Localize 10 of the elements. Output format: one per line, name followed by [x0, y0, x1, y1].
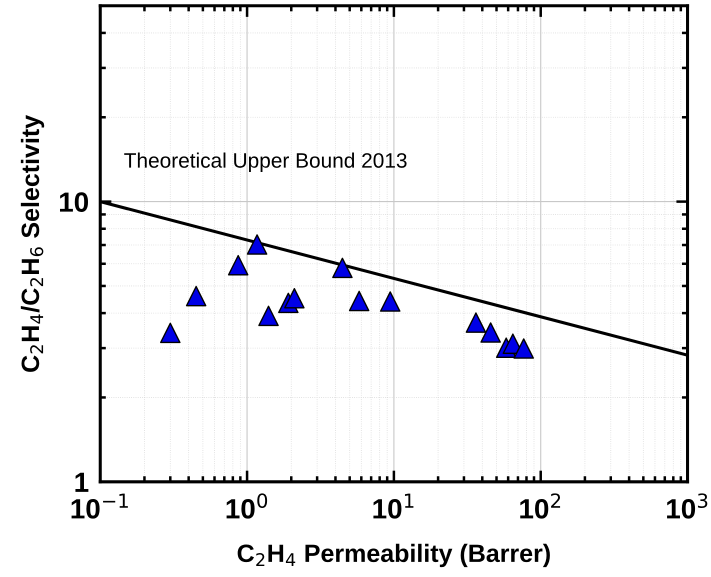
x-tick-label: 10$^{0}$	[226, 493, 268, 519]
x-tick-label: 10$^{2}$	[520, 493, 560, 519]
y-tick-label: 1	[75, 472, 88, 492]
y-tick-label: 10	[60, 192, 88, 212]
text: C$_{2}$H$_{4}$/C$_{2}$H$_{6}$ Selectivity	[20, 115, 44, 372]
x-axis-title: C$_{2}$H$_{4}$ Permeability (Barrer)	[238, 544, 550, 568]
x-tick-label: 10$^{3}$	[667, 493, 708, 519]
annotation: Theoretical Upper Bound 2013	[124, 152, 407, 172]
x-tick-label: 10$^{1}$	[373, 494, 414, 519]
x-tick-label: 10$^{−1}$	[72, 494, 128, 519]
